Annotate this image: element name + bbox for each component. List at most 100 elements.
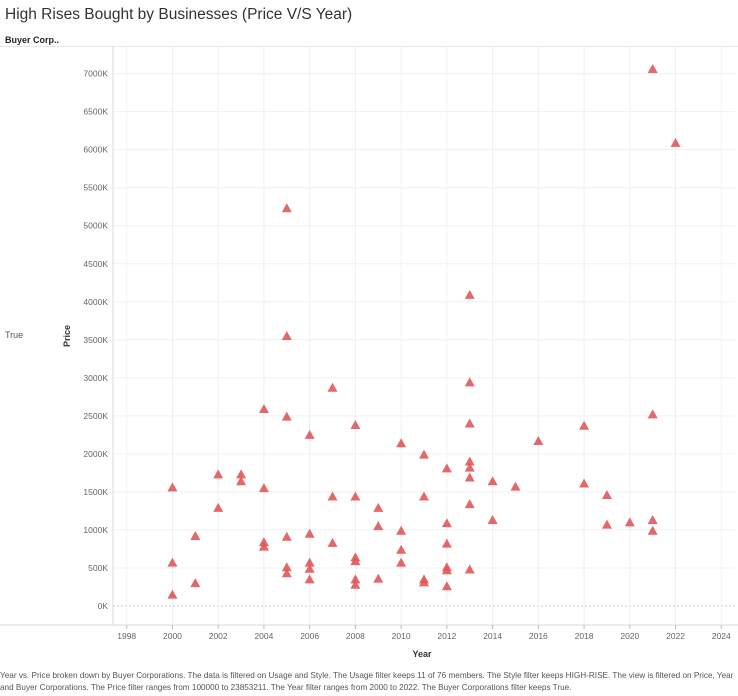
data-point-triangle bbox=[213, 469, 224, 479]
y-tick-label: 7000K bbox=[83, 69, 108, 79]
data-point-triangle bbox=[419, 577, 429, 587]
data-point-triangle bbox=[258, 537, 269, 547]
data-point-triangle bbox=[624, 517, 635, 527]
data-point-triangle bbox=[281, 562, 292, 572]
data-point-triangle bbox=[190, 578, 201, 588]
data-point-triangle bbox=[464, 377, 475, 387]
data-point-triangle bbox=[464, 564, 475, 574]
data-point-triangle bbox=[647, 64, 658, 74]
x-tick-label: 2008 bbox=[346, 631, 365, 641]
data-point-triangle bbox=[419, 449, 429, 459]
data-point-triangle bbox=[350, 579, 361, 589]
x-tick-label: 2024 bbox=[712, 631, 731, 641]
data-point-triangle bbox=[647, 409, 658, 419]
data-point-triangle bbox=[281, 331, 292, 340]
y-tick-label: 6000K bbox=[83, 145, 108, 155]
y-tick-label: 5000K bbox=[83, 221, 108, 231]
data-point-triangle bbox=[670, 137, 681, 147]
row-field-header[interactable]: Buyer Corp.. bbox=[5, 35, 60, 45]
data-point-triangle bbox=[464, 289, 475, 299]
data-point-triangle bbox=[419, 491, 429, 501]
data-point-triangle bbox=[258, 404, 269, 414]
data-point-triangle bbox=[441, 463, 452, 473]
data-point-triangle bbox=[579, 478, 590, 488]
data-point-triangle bbox=[350, 556, 361, 566]
x-tick-label: 1998 bbox=[117, 631, 136, 641]
data-point-triangle bbox=[601, 519, 612, 529]
data-point-triangle bbox=[167, 557, 178, 567]
data-point-triangle bbox=[396, 544, 407, 554]
y-tick-label: 0K bbox=[98, 601, 109, 611]
scatter-chart: 0K 500K 1000K 1500K 2000K 2500K 3000K 3500K 4000… bbox=[0, 47, 738, 659]
data-point-triangle bbox=[304, 557, 315, 567]
y-tick-label: 4500K bbox=[83, 259, 108, 269]
data-point-triangle bbox=[647, 515, 658, 525]
data-point-triangle bbox=[190, 531, 201, 541]
data-point-triangle bbox=[350, 491, 361, 501]
data-point-triangle bbox=[396, 438, 407, 448]
x-tick-label: 2006 bbox=[300, 631, 319, 641]
x-tick-label: 2020 bbox=[620, 631, 639, 641]
x-tick-label: 2014 bbox=[483, 631, 502, 641]
row-value-label: True bbox=[5, 330, 24, 340]
data-point-triangle bbox=[441, 518, 452, 528]
y-tick-label: 2500K bbox=[83, 411, 108, 421]
data-point-triangle bbox=[281, 531, 292, 541]
data-point-triangle bbox=[464, 418, 475, 428]
y-tick-label: 1500K bbox=[83, 487, 108, 497]
data-point-triangle bbox=[350, 574, 361, 584]
data-point-triangle bbox=[396, 557, 407, 567]
y-tick-label: 500K bbox=[88, 563, 108, 573]
data-point-triangle bbox=[213, 502, 224, 512]
x-tick-label: 2022 bbox=[666, 631, 685, 641]
data-point-triangle bbox=[464, 499, 475, 509]
x-tick-label: 2010 bbox=[392, 631, 411, 641]
x-axis-title: Year bbox=[412, 649, 432, 659]
data-point-triangle bbox=[487, 515, 498, 525]
x-tick-label: 2016 bbox=[529, 631, 548, 641]
x-tick-label: 2004 bbox=[254, 631, 273, 641]
data-point-triangle bbox=[304, 574, 315, 584]
data-point-triangle bbox=[236, 469, 247, 479]
data-point-triangle bbox=[304, 528, 315, 538]
data-point-triangle bbox=[464, 456, 475, 466]
data-point-triangle bbox=[167, 482, 178, 492]
y-axis-title: Price bbox=[62, 325, 72, 347]
data-point-triangle bbox=[236, 476, 247, 486]
x-tick-label: 2000 bbox=[163, 631, 182, 641]
data-point-triangle bbox=[281, 203, 292, 213]
data-point-triangle bbox=[258, 483, 269, 493]
x-tick-label: 2002 bbox=[209, 631, 228, 641]
data-point-triangle bbox=[396, 525, 407, 535]
data-point-triangle bbox=[304, 429, 315, 439]
data-point-triangle bbox=[510, 481, 521, 491]
data-point-triangle bbox=[373, 521, 384, 531]
data-point-triangle bbox=[281, 568, 292, 578]
data-point-triangle bbox=[167, 589, 178, 599]
chart-title: High Rises Bought by Businesses (Price V… bbox=[5, 6, 353, 23]
data-point-triangle bbox=[441, 538, 452, 548]
data-point-triangle bbox=[373, 502, 384, 512]
y-tick-label: 2000K bbox=[83, 449, 108, 459]
y-tick-label: 5500K bbox=[83, 183, 108, 193]
data-point-triangle bbox=[441, 565, 452, 575]
y-tick-label: 4000K bbox=[83, 297, 108, 307]
data-point-triangle bbox=[487, 476, 498, 486]
data-point-triangle bbox=[327, 491, 338, 501]
data-point-triangle bbox=[281, 411, 292, 421]
chart-caption: Year vs. Price broken down by Buyer Corp… bbox=[0, 671, 734, 692]
data-point-triangle bbox=[327, 382, 338, 392]
x-tick-label: 2012 bbox=[437, 631, 456, 641]
y-tick-label: 3000K bbox=[83, 373, 108, 383]
y-tick-label: 1000K bbox=[83, 525, 108, 535]
data-point-triangle bbox=[350, 419, 361, 429]
data-point-triangle bbox=[258, 541, 269, 551]
data-point-triangle bbox=[533, 435, 544, 445]
data-point-triangle bbox=[601, 489, 612, 499]
data-point-triangle bbox=[304, 563, 315, 573]
data-point-triangle bbox=[327, 537, 338, 547]
data-point-triangle bbox=[647, 525, 658, 535]
data-point-triangle bbox=[464, 472, 475, 482]
header-divider bbox=[0, 46, 738, 47]
data-point-triangle bbox=[373, 573, 384, 583]
